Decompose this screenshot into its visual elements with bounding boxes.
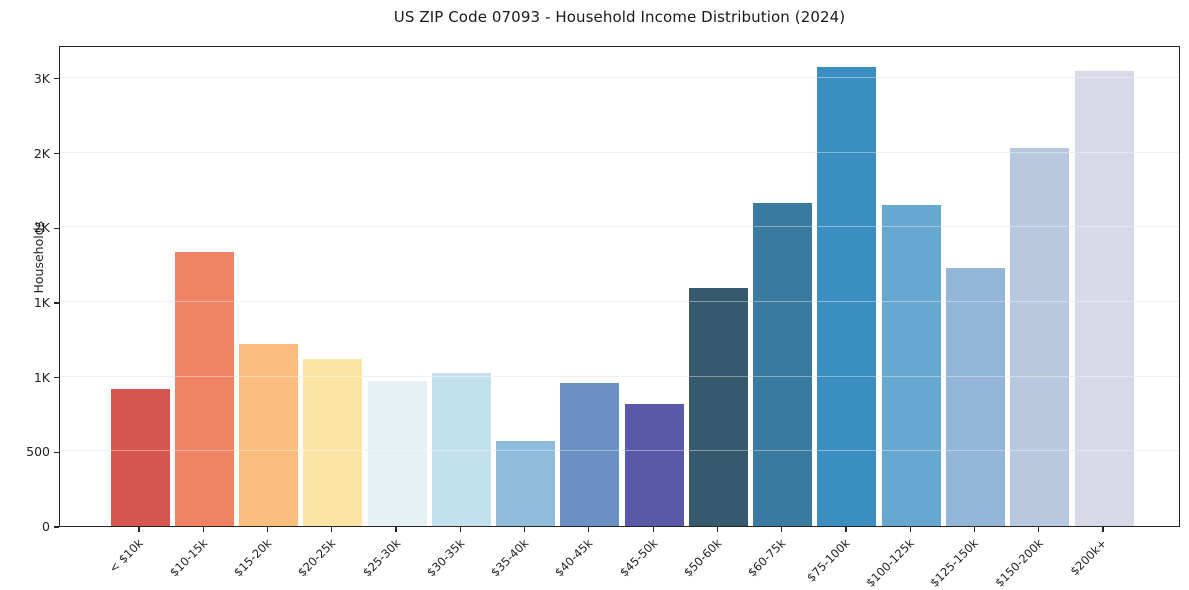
x-tick-label-text: $10-15k (166, 536, 211, 580)
bar-10-15k (174, 251, 234, 526)
bars-layer (60, 47, 1179, 526)
x-tick-mark-10k (138, 527, 140, 532)
plot-area (59, 46, 1180, 527)
gridline-2500 (60, 151, 1179, 153)
bar-150-200k (1010, 148, 1070, 526)
x-tick-mark-10-15k (202, 527, 204, 532)
bar-40-45k (560, 382, 620, 526)
gridline-2500 (60, 151, 1179, 153)
x-tick-mark-150-200k (1038, 527, 1040, 532)
y-tick-label-2000: 2K (33, 220, 50, 236)
y-tick-label-3000: 3K (33, 70, 50, 86)
x-tick-mark-25-30k (395, 527, 397, 532)
x-tick-mark-100-125k (909, 527, 911, 532)
bar-15-20k (239, 343, 299, 526)
bar-25-30k (367, 381, 427, 526)
x-tick-mark-15-20k (266, 527, 269, 532)
x-tick-label-text: $30-35k (423, 536, 468, 580)
y-tick-label-1000: 1K (33, 369, 50, 385)
x-tick-label-text: < $10k (106, 536, 146, 576)
gridline-1500 (60, 300, 1179, 302)
y-tick-mark-2000 (54, 227, 59, 229)
bar-35-40k (496, 440, 556, 526)
y-tick-label-1500: 1K (33, 294, 50, 310)
x-tick-label-text: $150-200k (991, 536, 1046, 590)
bar-30-35k (431, 372, 491, 526)
y-tick-label-2500: 2K (33, 145, 50, 161)
x-tick-mark-125-150k (973, 527, 976, 532)
x-tick-label-text: $25-30k (359, 536, 403, 580)
bar-75-100k (817, 66, 877, 526)
bar-60-75k (753, 203, 813, 526)
bar-200k (1074, 71, 1134, 526)
y-tick-mark-3000 (54, 78, 59, 80)
gridline-1500 (60, 300, 1179, 302)
x-tick-label-text: $15-20k (231, 536, 275, 580)
bar-10k (110, 389, 170, 526)
x-tick-mark-60-75k (781, 527, 783, 532)
x-tick-label-text: $40-45k (552, 536, 596, 580)
x-tick-label-text: $35-40k (488, 536, 532, 580)
y-tick-label-0: 0 (42, 519, 50, 534)
x-tick-label-text: $50-60k (680, 536, 725, 580)
x-tick-mark-200k (1102, 527, 1104, 532)
gridline-3000 (60, 76, 1179, 78)
x-tick-mark-50-60k (716, 527, 719, 532)
x-tick-mark-20-25k (331, 527, 333, 532)
x-tick-label-text: $200k+ (1067, 536, 1110, 579)
gridline-2000 (60, 226, 1179, 228)
y-tick-label-500: 500 (26, 444, 50, 460)
bar-50-60k (688, 287, 748, 526)
x-tick-label-text: $125-150k (927, 536, 982, 590)
x-tick-mark-40-45k (588, 527, 590, 532)
y-tick-mark-500 (54, 451, 59, 453)
y-tick-mark-0 (54, 526, 59, 528)
gridline-500 (60, 450, 1179, 452)
bar-45-50k (624, 403, 684, 526)
gridline-3000 (60, 76, 1179, 78)
bar-100-125k (881, 204, 941, 526)
x-tick-label-text: $45-50k (616, 536, 661, 580)
gridlines-overlay-layer (60, 47, 1179, 526)
y-tick-mark-1000 (54, 377, 59, 379)
gridline-2000 (60, 226, 1179, 228)
x-tick-label-text: $75-100k (804, 536, 853, 585)
chart-title: US ZIP Code 07093 - Household Income Dis… (393, 8, 846, 26)
x-tick-label-text: $20-25k (295, 536, 339, 580)
gridline-1000 (60, 375, 1179, 377)
bar-125-150k (946, 267, 1005, 526)
gridline-500 (60, 450, 1179, 452)
x-tick-mark-75-100k (845, 527, 847, 532)
gridline-1000 (60, 375, 1179, 377)
gridlines-layer (60, 47, 1179, 526)
x-tick-mark-30-35k (459, 527, 461, 532)
x-tick-mark-35-40k (524, 527, 526, 532)
y-tick-mark-1500 (54, 302, 59, 304)
y-tick-mark-2500 (54, 152, 59, 155)
bar-20-25k (303, 358, 363, 526)
x-tick-mark-45-50k (652, 527, 654, 532)
x-tick-label-text: $100-125k (863, 536, 918, 590)
x-tick-label-text: $60-75k (745, 536, 789, 580)
